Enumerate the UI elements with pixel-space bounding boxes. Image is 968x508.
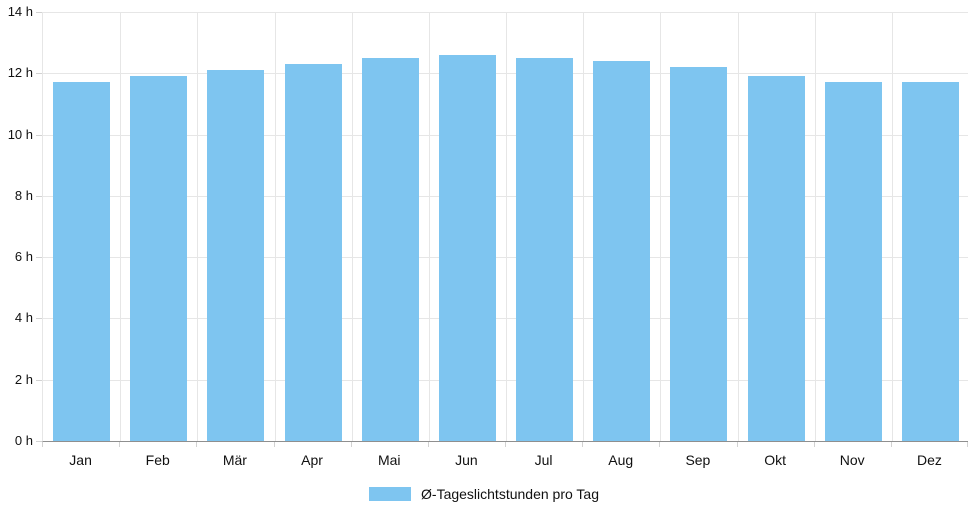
gridline-v-7 [583, 12, 584, 441]
x-tick-1 [119, 442, 120, 447]
y-axis-label-6-h: 6 h [14, 249, 33, 265]
y-axis-label-4-h: 4 h [14, 310, 33, 326]
x-tick-7 [582, 442, 583, 447]
x-tick-11 [891, 442, 892, 447]
gridline-h-8 [43, 195, 968, 197]
x-tick-2 [196, 442, 197, 447]
y-axis-label-10-h: 10 h [7, 126, 33, 142]
y-tick-8-h [36, 195, 42, 197]
x-tick-4 [351, 442, 352, 447]
bar-mär[interactable] [207, 70, 265, 441]
x-axis-label-okt: Okt [764, 452, 786, 468]
y-tick-6-h [36, 257, 42, 259]
bar-apr[interactable] [284, 64, 342, 441]
bar-jun[interactable] [438, 54, 496, 441]
gridline-h-14 [43, 12, 968, 13]
x-tick-3 [274, 442, 275, 447]
y-tick-2-h [36, 379, 42, 381]
bar-aug[interactable] [593, 61, 651, 441]
legend-label: Ø-Tageslichtstunden pro Tag [421, 486, 599, 502]
x-axis-label-apr: Apr [301, 452, 323, 468]
y-tick-0-h [36, 441, 42, 442]
bar-jan[interactable] [53, 82, 111, 441]
gridline-v-1 [120, 12, 121, 441]
gridline-v-5 [429, 12, 430, 441]
x-axis-label-mai: Mai [377, 452, 401, 468]
y-axis-label-14-h: 14 h [7, 4, 33, 19]
bar-mai[interactable] [361, 57, 419, 441]
y-tick-4-h [36, 318, 42, 320]
bar-jul[interactable] [516, 57, 574, 441]
gridline-h-12 [43, 73, 968, 75]
gridline-v-6 [506, 12, 507, 441]
x-axis-label-jan: Jan [69, 452, 92, 468]
gridline-v-10 [815, 12, 816, 441]
x-tick-10 [814, 442, 815, 447]
gridline-v-8 [660, 12, 661, 441]
bar-okt[interactable] [747, 76, 805, 441]
y-axis-label-8-h: 8 h [14, 187, 33, 203]
gridline-h-6 [43, 257, 968, 259]
y-axis-label-12-h: 12 h [7, 65, 33, 81]
x-axis-label-dez: Dez [916, 452, 942, 468]
gridline-v-9 [738, 12, 739, 441]
bar-sep[interactable] [670, 67, 728, 441]
gridline-v-11 [892, 12, 893, 441]
gridline-h-4 [43, 318, 968, 320]
legend-swatch [369, 487, 412, 501]
gridline-v-4 [352, 12, 353, 441]
gridline-h-10 [43, 134, 968, 136]
y-axis-label-0-h: 0 h [14, 433, 33, 448]
x-axis-label-aug: Aug [608, 452, 634, 468]
x-axis-label-mär: Mär [222, 452, 247, 468]
x-axis-label-jun: Jun [455, 452, 478, 468]
y-tick-10-h [36, 134, 42, 136]
bar-feb[interactable] [130, 76, 188, 441]
gridline-h-2 [43, 379, 968, 381]
bar-nov[interactable] [824, 82, 882, 441]
x-axis-label-jul: Jul [534, 452, 553, 468]
gridline-v-2 [197, 12, 198, 441]
x-axis-label-nov: Nov [839, 452, 865, 468]
x-tick-6 [505, 442, 506, 447]
plot-area [42, 12, 968, 442]
legend[interactable]: Ø-Tageslichtstunden pro Tag [0, 485, 968, 503]
y-tick-14-h [36, 12, 42, 13]
bar-dez[interactable] [901, 82, 959, 441]
x-tick-8 [659, 442, 660, 447]
y-tick-12-h [36, 73, 42, 75]
y-axis-label-2-h: 2 h [14, 371, 33, 387]
gridline-v-3 [275, 12, 276, 441]
x-axis-label-feb: Feb [145, 452, 170, 468]
x-tick-5 [428, 442, 429, 447]
x-tick-0 [42, 442, 43, 447]
x-tick-9 [737, 442, 738, 447]
x-axis-label-sep: Sep [685, 452, 711, 468]
